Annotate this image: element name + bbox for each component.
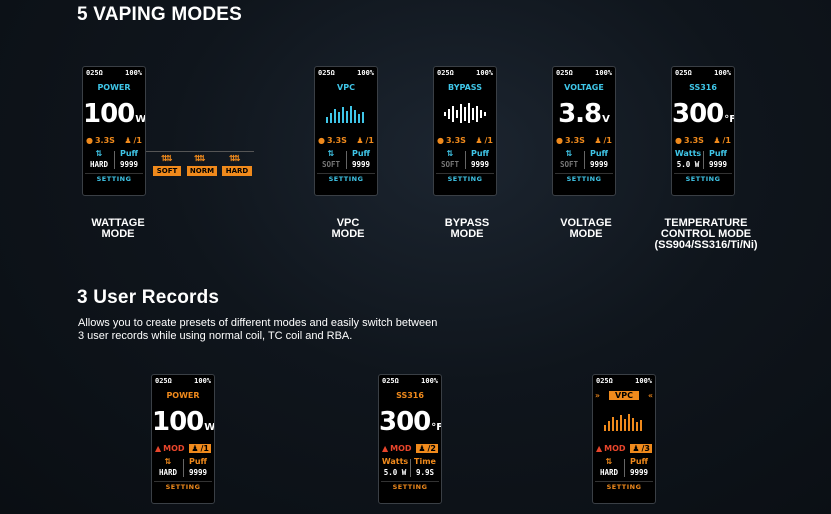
up-down-arrows-icon: ⇅ — [446, 149, 454, 158]
section-title-user-records: 3 User Records — [77, 287, 220, 308]
bypass-waveform-graphic — [444, 103, 486, 123]
caption-vpc: VPC MODE — [331, 217, 365, 240]
user-icon: ♟ — [191, 443, 199, 453]
section-title-vaping-modes: 5 VAPING MODES — [77, 4, 243, 25]
voltage-mode-screen: 025Ω 100% VOLTAGE 3.8V ● 3.3S ♟/1 ⇅ SOFT P… — [552, 66, 616, 196]
clock-icon: ● — [86, 135, 93, 145]
battery-readout: 100% — [125, 69, 142, 77]
power-option-norm: NORM — [187, 166, 217, 176]
bypass-mode-screen: 025Ω 100% BYPASS ● 3.3S ♟/1 ⇅ SOFT Puff 99… — [433, 66, 497, 196]
caption-wattage: WATTAGE MODE — [91, 217, 145, 240]
clock-icon: ● — [318, 135, 325, 145]
user-icon: ♟ — [475, 135, 483, 145]
flame-icon: ▲ — [596, 443, 603, 453]
clock-icon: ● — [437, 135, 444, 145]
user-icon: ♟ — [124, 135, 132, 145]
flame-icon: ▲ — [155, 443, 162, 453]
up-down-arrows-icon: ⇅ — [605, 457, 613, 466]
vpc-mode-screen: 025Ω 100% VPC ● 3.3S ♟/1 ⇅ SOFT Puff 9999 … — [314, 66, 378, 196]
chevron-right-icon: « — [648, 390, 653, 400]
caption-voltage: VOLTAGE MODE — [560, 217, 612, 240]
puff-count: 9999 — [119, 160, 139, 169]
power-value: 100W — [152, 407, 215, 437]
flame-icon: ▲ — [382, 443, 389, 453]
mode-label: SS316 — [396, 391, 424, 400]
temperature-value: 300°F — [672, 99, 735, 129]
user-records-description: Allows you to create presets of differen… — [78, 317, 438, 342]
user-icon: ♟ — [713, 135, 721, 145]
user-slot: /1 — [133, 135, 143, 145]
clock-icon: ● — [556, 135, 563, 145]
resistance-readout: 025Ω — [86, 69, 103, 77]
user-icon: ♟ — [356, 135, 364, 145]
user-record-3-screen: 025Ω 100% » VPC « ▲ MOD ♟/3 ⇅ HARD Puff 99… — [592, 374, 656, 504]
temperature-mode-screen: 025Ω 100% SS316 300°F ● 3.3S ♟/1 Watts 5.0… — [671, 66, 735, 196]
time-value: 3.3S — [94, 135, 115, 145]
caption-bypass: BYPASS MODE — [444, 217, 490, 240]
puff-label: Puff — [119, 149, 139, 158]
mode-label: POWER — [166, 391, 200, 400]
power-curve-value: HARD — [89, 160, 109, 169]
up-down-arrows-icon: ⇅⇅ — [229, 154, 240, 163]
caption-temperature: TEMPERATURE CONTROL MODE (SS904/SS316/Ti/N… — [654, 217, 758, 251]
mode-label: VOLTAGE — [564, 83, 604, 92]
power-option-soft: SOFT — [153, 166, 181, 176]
setting-label: SETTING — [96, 175, 132, 183]
user-icon: ♟ — [594, 135, 602, 145]
power-option-hard: HARD — [222, 166, 252, 176]
up-down-arrows-icon: ⇅ — [95, 149, 103, 158]
temperature-value: 300°F — [379, 407, 442, 437]
mode-label: VPC — [609, 390, 639, 400]
up-down-arrows-icon: ⇅⇅ — [194, 154, 205, 163]
up-down-arrows-icon: ⇅⇅ — [161, 154, 172, 163]
mode-label: SS316 — [689, 83, 717, 92]
vpc-bars-graphic — [604, 414, 642, 431]
power-options-divider — [146, 151, 254, 152]
up-down-arrows-icon: ⇅ — [327, 149, 335, 158]
up-down-arrows-icon: ⇅ — [164, 457, 172, 466]
up-down-arrows-icon: ⇅ — [565, 149, 573, 158]
user-icon: ♟ — [632, 443, 640, 453]
voltage-value: 3.8V — [558, 99, 610, 129]
mode-label: VPC — [337, 83, 355, 92]
clock-icon: ● — [675, 135, 682, 145]
user-icon: ♟ — [418, 443, 426, 453]
user-record-1-screen: 025Ω 100% POWER 100W ▲ MOD ♟/1 ⇅ HARD Puff… — [151, 374, 215, 504]
mode-label: BYPASS — [448, 83, 482, 92]
mode-label: POWER — [97, 83, 131, 92]
user-record-2-screen: 025Ω 100% SS316 300°F ▲ MOD ♟/2 Watts 5.0 … — [378, 374, 442, 504]
chevron-left-icon: » — [595, 390, 600, 400]
vpc-bars-graphic — [326, 106, 364, 123]
power-value: 100W — [83, 99, 146, 129]
wattage-mode-screen: 025Ω 100% POWER 100W ● 3.3S ♟/1 ⇅ HARD Puf… — [82, 66, 146, 196]
